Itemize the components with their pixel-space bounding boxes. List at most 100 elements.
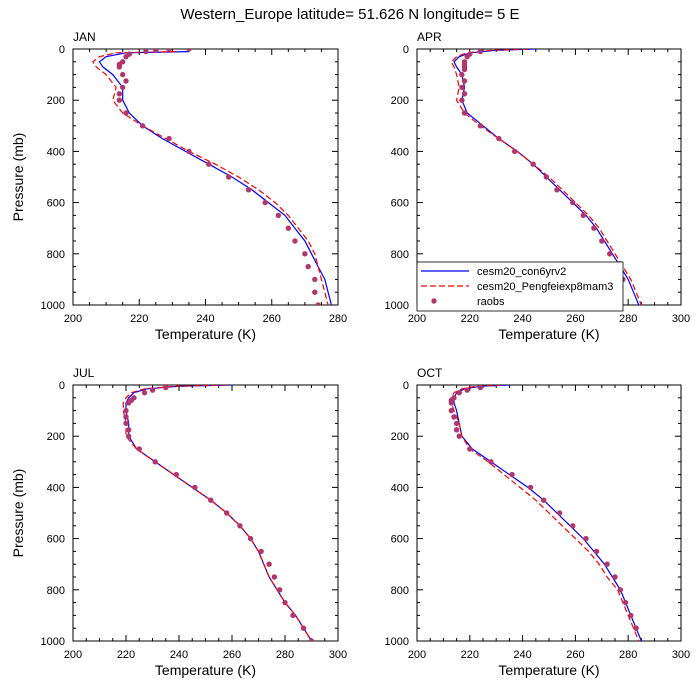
panel-oct-x-tick-label: 280 (619, 649, 637, 661)
legend-marker-2 (431, 298, 437, 304)
panel-jan-x-tick-label: 240 (196, 313, 214, 325)
panel-oct-raobs-point (633, 625, 639, 631)
panel-jul-x-tick-label: 300 (329, 649, 347, 661)
panel-apr-x-tick-label: 280 (619, 313, 637, 325)
panel-apr-x-tick-label: 240 (513, 313, 531, 325)
panel-apr-raobs-point (461, 66, 468, 73)
panels: 200 220 240 260 280 0 200 400 600 800 1000 JAN Tempe… (10, 30, 690, 678)
panel-oct-raobs-point (456, 389, 462, 396)
panel-jan-raobs-point (119, 84, 126, 91)
panel-jul-raobs-point (123, 414, 129, 420)
panel-jan-y-tick-label: 400 (47, 146, 65, 158)
panel-apr-y-tick-label: 600 (391, 198, 409, 210)
panel-oct-raobs-point (448, 400, 455, 406)
panel-jul-raobs-point (300, 625, 307, 631)
panel-jan-raobs-point (139, 123, 146, 129)
panel-apr-y-tick-label: 200 (391, 95, 409, 107)
panel-jan-raobs-point (186, 49, 192, 52)
panel-jul-raobs-point (173, 471, 180, 478)
panel-apr-raobs-point (477, 123, 484, 129)
panel-jan-data (92, 49, 332, 305)
panel-apr-raobs-point (461, 110, 468, 116)
panel-apr: 200 220 240 260 280 300 0 200 400 600 800 1000 APR Te… (385, 30, 691, 342)
panel-jan-y-tick-label: 800 (47, 249, 65, 261)
panel-jul-y-axis-title: Pressure (mb) (10, 469, 26, 558)
panel-jan-raobs-point (275, 212, 282, 219)
panel-jul-raobs-point (192, 484, 198, 491)
panel-oct-raobs-point (467, 446, 473, 452)
panel-jul-raobs-point (123, 407, 129, 414)
panel-jul-raobs-point (163, 385, 169, 391)
panel-jan-x-axis-title: Temperature (K) (155, 326, 256, 342)
panel-jul-y-tick-label: 400 (47, 482, 65, 494)
panel-oct-raobs-point (509, 471, 515, 478)
panel-oct-raobs-point (527, 484, 534, 491)
panel-apr-y-tick-label: 800 (391, 249, 409, 261)
panel-jul-raobs-point (290, 612, 296, 619)
panel-oct-x-tick-label: 220 (461, 649, 479, 661)
panel-jul-raobs-point (125, 427, 132, 433)
panel-jul-y-tick-label: 200 (47, 431, 65, 443)
panel-oct-y-tick-label: 600 (391, 534, 409, 546)
panel-jan-y-tick-label: 0 (59, 44, 65, 56)
panel-jan-raobs-point (245, 187, 252, 193)
panel-apr-raobs-point (477, 49, 484, 55)
panel-jul-raobs-point (125, 433, 132, 439)
panel-jan-y-tick-label: 600 (47, 198, 65, 210)
panel-jul-raobs-point (282, 599, 288, 606)
panel-jan-y-tick-label: 200 (47, 95, 65, 107)
panel-jul-raobs-point (123, 420, 129, 427)
panel-apr-raobs-point (511, 148, 518, 155)
panel-jan-cesm20-pengfeiexp8mam3-line (92, 51, 329, 305)
panel-apr-raobs-point (554, 187, 560, 193)
panel-apr-x-axis-title: Temperature (K) (498, 326, 599, 342)
panel-jul-y-tick-label: 0 (59, 380, 65, 392)
panel-oct-raobs-point (604, 561, 610, 567)
panel-jan-raobs-point (143, 49, 149, 55)
panel-oct-raobs-point (556, 510, 563, 516)
panel-oct-raobs-point (583, 535, 589, 542)
panel-jan-raobs-point (116, 91, 123, 97)
panel-oct-raobs-point (570, 523, 576, 529)
panel-oct-raobs-point (617, 587, 623, 593)
panel-oct-y-tick-label: 400 (391, 482, 409, 494)
panel-apr-raobs-point (580, 212, 587, 219)
panel-oct-x-tick-label: 300 (672, 649, 690, 661)
panel-oct-raobs-point (622, 599, 629, 606)
panel-oct-raobs-point (488, 459, 494, 465)
legend-label-0: cesm20_con6yrv2 (477, 266, 566, 278)
panel-jul-data (122, 385, 315, 641)
panel-apr-x-tick-label: 200 (408, 313, 426, 325)
panel-oct-raobs-point (451, 414, 457, 420)
panel-oct: 200 220 240 260 280 300 0 200 400 600 800 1000 OCT Te… (385, 366, 691, 678)
panel-jul-raobs-point (152, 459, 158, 465)
panel-jan-cesm20-con6yrv2-line (98, 51, 332, 305)
panel-jan-x-tick-label: 200 (64, 313, 82, 325)
panel-apr-y-tick-label: 1000 (385, 300, 409, 312)
panel-jan-x-tick-label: 260 (263, 313, 281, 325)
panel-jul-x-tick-label: 280 (276, 649, 294, 661)
panel-apr-x-tick-label: 220 (461, 313, 479, 325)
panel-jan-raobs-point (166, 49, 172, 52)
panel-oct-raobs-point (541, 497, 547, 503)
panel-jan-raobs-point (312, 289, 318, 295)
panel-jan-raobs-point (119, 71, 126, 78)
panel-jan-raobs-point (302, 251, 308, 257)
panel-jul-y-tick-label: 1000 (41, 636, 65, 648)
panel-jul-x-axis-title: Temperature (K) (155, 662, 256, 678)
panel-oct-label: OCT (417, 366, 443, 380)
panel-oct-raobs-point (453, 427, 460, 433)
figure-title: Western_Europe latitude= 51.626 N longit… (180, 6, 519, 23)
panel-jan-label: JAN (73, 30, 96, 44)
legend-box (416, 261, 624, 312)
panel-oct-x-axis-title: Temperature (K) (498, 662, 599, 678)
panel-apr-data (450, 49, 642, 305)
panel-oct-cesm20-pengfeiexp8mam3-line (450, 385, 640, 641)
panel-apr-legend: cesm20_con6yrv2 cesm20_Pengfeiexp8mam3rao… (416, 261, 624, 312)
panel-jul-raobs-point (308, 638, 315, 641)
panel-jan-x-tick-label: 220 (130, 313, 148, 325)
panel-apr-raobs-point (607, 251, 613, 257)
panel-oct-raobs-point (464, 387, 470, 393)
panel-oct-raobs-point (453, 420, 460, 427)
